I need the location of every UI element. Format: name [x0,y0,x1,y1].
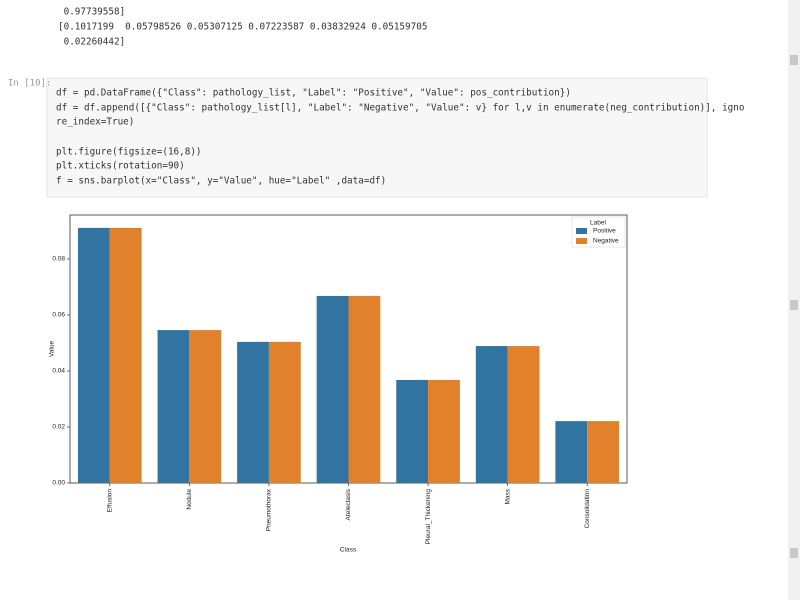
bar [77,227,110,483]
code-line: re_index=True) [56,117,134,128]
bar [189,330,222,483]
output-line: 0.02260442] [58,37,125,48]
bar [316,295,349,483]
x-tick-label: Mass [504,488,511,504]
output-line: [0.1017199 0.05798526 0.05307125 0.07223… [58,22,427,33]
legend-label: Positive [593,228,616,235]
code-line: df = pd.DataFrame({"Class": pathology_li… [56,88,571,99]
bar [555,421,588,483]
legend-swatch [576,228,587,234]
bar [475,346,508,483]
bar [428,379,460,483]
code-cell[interactable] [46,77,708,198]
bar [237,341,269,483]
scroll-thumb[interactable] [790,300,798,310]
y-tick-label: 0.00 [52,480,65,487]
x-tick-label: Effusion [107,489,114,513]
legend-title: Label [590,220,606,227]
y-tick-label: 0.06 [52,312,65,319]
y-tick-label: 0.08 [52,256,65,263]
x-tick-label: Pneumothorax [266,488,273,531]
x-tick-label: Atelectasis [345,488,352,520]
code-line: f = sns.barplot(x="Class", y="Value", hu… [56,176,386,187]
legend-label: Negative [593,238,619,245]
bar [396,379,429,483]
bar [109,227,142,483]
y-axis-label: Value [49,341,56,358]
x-tick-label: Consolidation [584,489,591,529]
code-line: plt.figure(figsize=(16,8)) [56,147,202,158]
scroll-thumb[interactable] [790,548,798,558]
scroll-thumb[interactable] [790,55,798,65]
y-tick-label: 0.04 [52,368,65,375]
output-line: 0.97739558] [58,7,125,18]
y-tick-label: 0.02 [52,424,65,431]
bar [348,295,381,483]
x-tick-label: Nodule [186,489,193,510]
x-axis-label: Class [340,547,357,554]
code-line: plt.xticks(rotation=90) [56,161,185,172]
bar [157,330,190,483]
bar [507,346,540,483]
x-tick-label: Pleural_Thickening [425,489,432,545]
legend-swatch [576,238,587,244]
code-line: df = df.append([{"Class": pathology_list… [56,103,744,114]
bar [268,341,301,483]
cell-prompt: In [10]: [8,79,51,89]
bar [587,421,620,483]
